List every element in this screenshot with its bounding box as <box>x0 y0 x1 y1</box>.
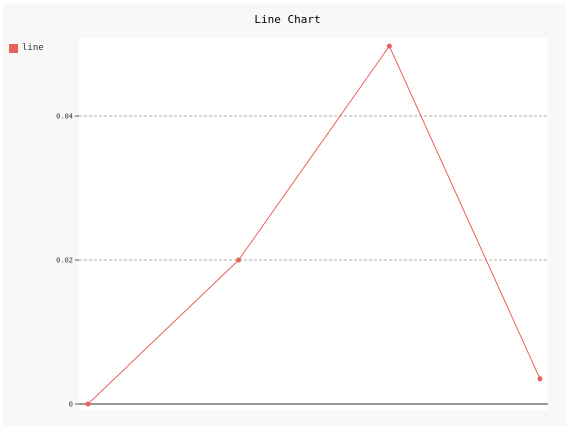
legend[interactable]: line <box>9 43 44 53</box>
data-point <box>537 376 543 382</box>
data-point <box>85 401 91 407</box>
legend-label: line <box>22 43 44 53</box>
chart-title: Line Chart <box>254 13 321 26</box>
y-tick-label: 0 <box>69 401 73 409</box>
y-tick-label: 0.02 <box>56 257 73 265</box>
plot-area <box>79 38 548 410</box>
data-point <box>386 43 392 49</box>
data-point <box>236 257 242 263</box>
series-line <box>87 45 541 405</box>
y-tick-label: 0.04 <box>56 113 73 121</box>
legend-swatch <box>9 43 18 53</box>
